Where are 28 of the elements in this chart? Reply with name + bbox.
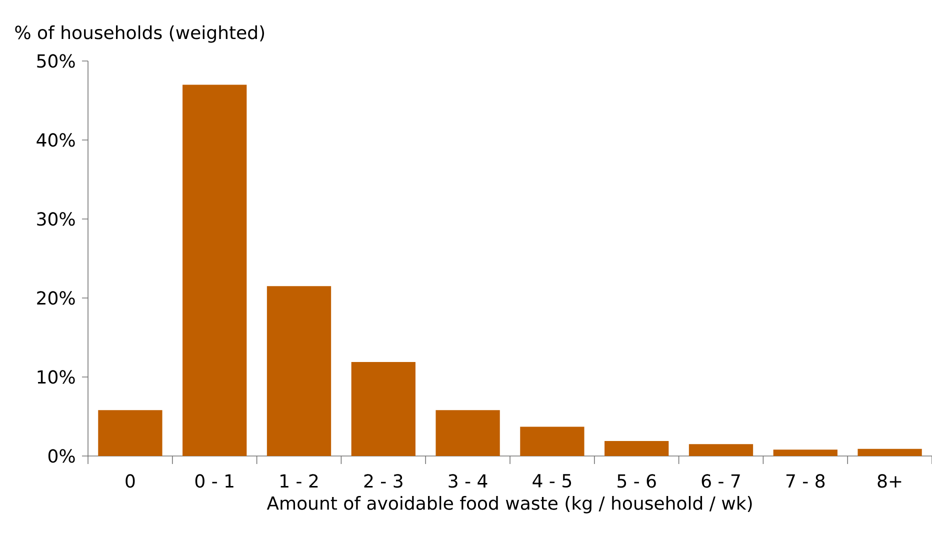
bar — [520, 426, 584, 456]
y-tick-label: 20% — [37, 291, 75, 305]
x-tick-label: 3 - 4 — [448, 474, 488, 488]
y-axis-title: % of households (weighted) — [15, 25, 264, 43]
y-tick-label: 50% — [37, 54, 75, 68]
bar — [266, 286, 332, 456]
y-tick-label: 10% — [38, 370, 75, 384]
x-tick-label: 0 - 1 — [195, 474, 234, 488]
x-tick-label: 4 - 5 — [532, 474, 572, 488]
x-tick-label: 2 - 3 — [364, 474, 402, 488]
x-tick-label: 0 — [126, 474, 135, 488]
bar — [436, 410, 500, 456]
bar — [98, 410, 162, 456]
x-tick-label: 6 - 7 — [702, 474, 740, 488]
x-tick-label: 5 - 6 — [618, 474, 656, 488]
y-tick-label: 0% — [48, 449, 75, 463]
bar — [182, 84, 247, 456]
bar — [604, 440, 669, 456]
bar — [688, 444, 754, 456]
x-tick-label: 1 - 2 — [280, 474, 318, 488]
y-tick-label: 40% — [36, 133, 75, 147]
x-tick-label: 7 - 8 — [786, 474, 825, 488]
x-tick-label: 8+ — [878, 474, 902, 488]
bar — [773, 450, 838, 456]
y-tick-label: 30% — [37, 212, 75, 226]
bar — [858, 448, 922, 456]
bar — [351, 362, 416, 456]
x-axis-title: Amount of avoidable food waste (kg / household / wk) — [266, 496, 752, 514]
